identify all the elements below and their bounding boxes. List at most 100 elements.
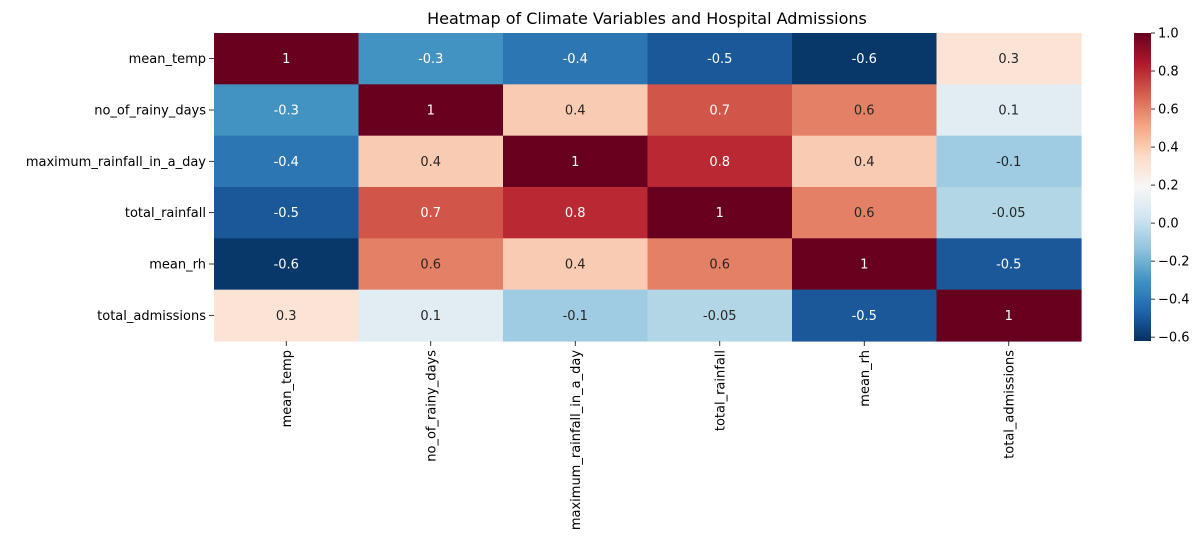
cell-value-label: 0.7 xyxy=(709,104,730,119)
cell-value-label: 0.8 xyxy=(565,206,586,221)
heatmap-cell xyxy=(214,238,360,291)
heatmap-cell xyxy=(792,289,938,342)
heatmap-cell xyxy=(503,289,649,342)
cell-value-label: -0.1 xyxy=(996,155,1021,170)
colorbar: 1.0 0.8 0.6 0.4 0.2 0.0 −0.2 −0.4 −0.6 xyxy=(1134,27,1190,346)
column-tick-label: no_of_rainy_days xyxy=(425,350,440,462)
heatmap-cell xyxy=(647,84,793,137)
row-tick-label: mean_rh xyxy=(149,257,206,272)
cell-value-label: -0.4 xyxy=(563,52,588,67)
heatmap-cell xyxy=(792,135,938,188)
cell-value-label: 1 xyxy=(860,257,868,272)
row-tick-labels: mean_temp no_of_rainy_days maximum_rainfal… xyxy=(26,52,214,324)
cell-value-label: -0.5 xyxy=(996,257,1021,272)
row-tick-label: maximum_rainfall_in_a_day xyxy=(26,155,206,170)
heatmap-cell xyxy=(503,238,649,291)
colorbar-tick-label: 0.8 xyxy=(1158,65,1179,80)
heatmap-cell xyxy=(647,238,793,291)
heatmap-cells xyxy=(214,33,1082,342)
cell-value-label: 0.6 xyxy=(854,104,875,119)
heatmap-cell xyxy=(503,135,649,188)
column-tick-label: mean_rh xyxy=(858,350,873,407)
cell-value-label: 0.8 xyxy=(709,155,730,170)
cell-value-label: 0.7 xyxy=(420,206,441,221)
cell-value-label: -0.05 xyxy=(992,206,1026,221)
heatmap-cell xyxy=(358,289,504,342)
cell-value-label: 0.1 xyxy=(420,309,441,324)
heatmap-cell xyxy=(936,289,1082,342)
cell-value-label: 1 xyxy=(571,155,579,170)
cell-value-label: -0.6 xyxy=(852,52,877,67)
cell-value-label: -0.5 xyxy=(852,309,877,324)
cell-value-label: 0.4 xyxy=(854,155,875,170)
heatmap-cell xyxy=(647,289,793,342)
heatmap-cell xyxy=(358,135,504,188)
heatmap-cell xyxy=(936,238,1082,291)
heatmap-cell xyxy=(792,186,938,239)
heatmap-cell xyxy=(503,33,649,85)
cell-value-label: 1 xyxy=(716,206,724,221)
heatmap-cell xyxy=(647,33,793,85)
heatmap-cell xyxy=(792,33,938,85)
cell-value-label: -0.5 xyxy=(707,52,732,67)
row-tick-label: mean_temp xyxy=(129,52,206,67)
heatmap-cell xyxy=(214,289,360,342)
cell-value-label: -0.6 xyxy=(274,257,299,272)
colorbar-tick-label: 0.2 xyxy=(1158,179,1179,194)
cell-value-label: 0.6 xyxy=(709,257,730,272)
heatmap-cell xyxy=(214,135,360,188)
cell-value-label: 0.6 xyxy=(420,257,441,272)
heatmap-cell xyxy=(214,186,360,239)
column-tick-label: mean_temp xyxy=(280,350,295,427)
cell-value-label: 0.4 xyxy=(565,257,586,272)
heatmap-cell xyxy=(503,84,649,137)
cell-value-label: 0.4 xyxy=(420,155,441,170)
cell-value-label: 0.6 xyxy=(854,206,875,221)
cell-value-label: 0.4 xyxy=(565,104,586,119)
row-tick-label: no_of_rainy_days xyxy=(94,104,206,119)
colorbar-tick-label: −0.2 xyxy=(1158,255,1190,270)
cell-value-label: 1 xyxy=(427,104,435,119)
heatmap-cell xyxy=(214,33,360,85)
column-tick-labels: mean_temp no_of_rainy_days maximum_rainfal… xyxy=(280,340,1018,530)
chart-title: Heatmap of Climate Variables and Hospita… xyxy=(427,9,867,28)
heatmap-cell xyxy=(792,84,938,137)
cell-value-label: -0.1 xyxy=(563,309,588,324)
heatmap-cell xyxy=(358,84,504,137)
column-tick-label: total_admissions xyxy=(1003,350,1018,459)
colorbar-tick-label: 0.6 xyxy=(1158,103,1179,118)
heatmap-cell xyxy=(358,186,504,239)
heatmap-cell xyxy=(358,238,504,291)
heatmap-cell xyxy=(647,186,793,239)
heatmap-cell xyxy=(936,135,1082,188)
heatmap-cell xyxy=(214,84,360,137)
heatmap-cell xyxy=(358,33,504,85)
heatmap-cell xyxy=(647,135,793,188)
heatmap-cell xyxy=(503,186,649,239)
cell-value-label: 0.3 xyxy=(276,309,297,324)
colorbar-tick-label: −0.6 xyxy=(1158,331,1190,346)
row-tick-label: total_admissions xyxy=(97,309,206,324)
heatmap-cell xyxy=(936,84,1082,137)
cell-value-label: -0.05 xyxy=(703,309,737,324)
cell-value-label: 1 xyxy=(1005,309,1013,324)
cell-value-label: -0.3 xyxy=(274,104,299,119)
heatmap-cell-labels: 1 -0.3 -0.4 -0.5 -0.6 0.3 -0.3 1 0.4 0.7 0.6 0.1 -0.… xyxy=(274,52,1026,324)
cell-value-label: -0.3 xyxy=(418,52,443,67)
colorbar-tick-label: 0.4 xyxy=(1158,141,1179,156)
colorbar-gradient xyxy=(1134,33,1151,341)
cell-value-label: -0.5 xyxy=(274,206,299,221)
colorbar-tick-label: 0.0 xyxy=(1158,217,1179,232)
cell-value-label: 0.3 xyxy=(998,52,1019,67)
colorbar-tick-label: −0.4 xyxy=(1158,293,1190,308)
heatmap-cell xyxy=(936,186,1082,239)
cell-value-label: 0.1 xyxy=(998,104,1019,119)
heatmap-cell xyxy=(936,33,1082,85)
cell-value-label: 1 xyxy=(282,52,290,67)
row-tick-label: total_rainfall xyxy=(125,206,206,221)
colorbar-tick-label: 1.0 xyxy=(1158,27,1179,42)
cell-value-label: -0.4 xyxy=(274,155,299,170)
column-tick-label: total_rainfall xyxy=(714,350,729,431)
